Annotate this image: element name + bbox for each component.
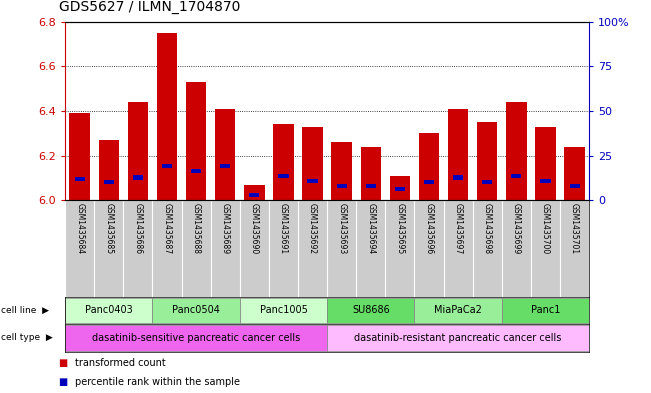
Text: GSM1435695: GSM1435695 [395,203,404,255]
Bar [70,113,90,200]
Text: GSM1435698: GSM1435698 [483,203,492,254]
Bar [453,176,464,180]
Bar [570,184,579,187]
Text: percentile rank within the sample: percentile rank within the sample [75,377,240,387]
Bar [419,133,439,200]
Bar [279,174,288,178]
Bar [220,164,230,168]
Text: GSM1435685: GSM1435685 [104,203,113,254]
Bar [366,184,376,187]
Bar [98,140,119,200]
Bar [540,179,551,183]
Bar [186,82,206,200]
Bar [506,102,527,200]
Bar [564,147,585,200]
Bar [477,122,497,200]
Text: Panc1005: Panc1005 [260,305,307,316]
Bar [215,109,236,200]
Text: GSM1435701: GSM1435701 [570,203,579,254]
Bar [157,33,177,200]
Text: GDS5627 / ILMN_1704870: GDS5627 / ILMN_1704870 [59,0,240,14]
Text: GSM1435687: GSM1435687 [163,203,171,254]
Bar [249,193,260,197]
Bar [307,179,318,183]
Text: GSM1435688: GSM1435688 [191,203,201,254]
Bar [448,109,468,200]
Bar [65,325,327,351]
Bar [511,174,521,178]
Bar [152,298,240,323]
Bar [415,298,502,323]
Bar [133,176,143,180]
Bar [390,176,410,200]
Bar [65,298,152,323]
Text: dasatinib-sensitive pancreatic cancer cells: dasatinib-sensitive pancreatic cancer ce… [92,333,300,343]
Text: GSM1435699: GSM1435699 [512,203,521,255]
Text: GSM1435686: GSM1435686 [133,203,143,254]
Text: GSM1435700: GSM1435700 [541,203,550,255]
Text: ■: ■ [59,377,68,387]
Text: cell type  ▶: cell type ▶ [1,334,52,342]
Bar [244,185,264,200]
Text: GSM1435684: GSM1435684 [75,203,84,254]
Bar [361,147,381,200]
Text: dasatinib-resistant pancreatic cancer cells: dasatinib-resistant pancreatic cancer ce… [354,333,562,343]
Bar [240,298,327,323]
Text: GSM1435694: GSM1435694 [367,203,375,255]
Bar [337,184,347,187]
Text: MiaPaCa2: MiaPaCa2 [434,305,482,316]
Text: transformed count: transformed count [75,358,165,367]
Bar [162,164,172,168]
Text: ■: ■ [59,358,68,367]
Bar [191,169,201,173]
Text: GSM1435690: GSM1435690 [250,203,259,255]
Text: cell line  ▶: cell line ▶ [1,306,49,315]
Bar [128,102,148,200]
Text: GSM1435691: GSM1435691 [279,203,288,254]
Bar [424,180,434,184]
Text: Panc1: Panc1 [531,305,560,316]
Text: GSM1435696: GSM1435696 [424,203,434,255]
Bar [535,127,556,200]
Bar [75,177,85,181]
Text: SU8686: SU8686 [352,305,390,316]
Bar [395,187,405,191]
Bar [482,180,492,184]
Bar [327,298,415,323]
Bar [502,298,589,323]
Bar [327,325,589,351]
Text: GSM1435697: GSM1435697 [454,203,463,255]
Bar [302,127,323,200]
Text: Panc0403: Panc0403 [85,305,133,316]
Text: GSM1435693: GSM1435693 [337,203,346,255]
Text: Panc0504: Panc0504 [172,305,220,316]
Text: GSM1435692: GSM1435692 [308,203,317,254]
Bar [273,125,294,200]
Bar [331,142,352,200]
Bar [104,180,114,184]
Text: GSM1435689: GSM1435689 [221,203,230,254]
